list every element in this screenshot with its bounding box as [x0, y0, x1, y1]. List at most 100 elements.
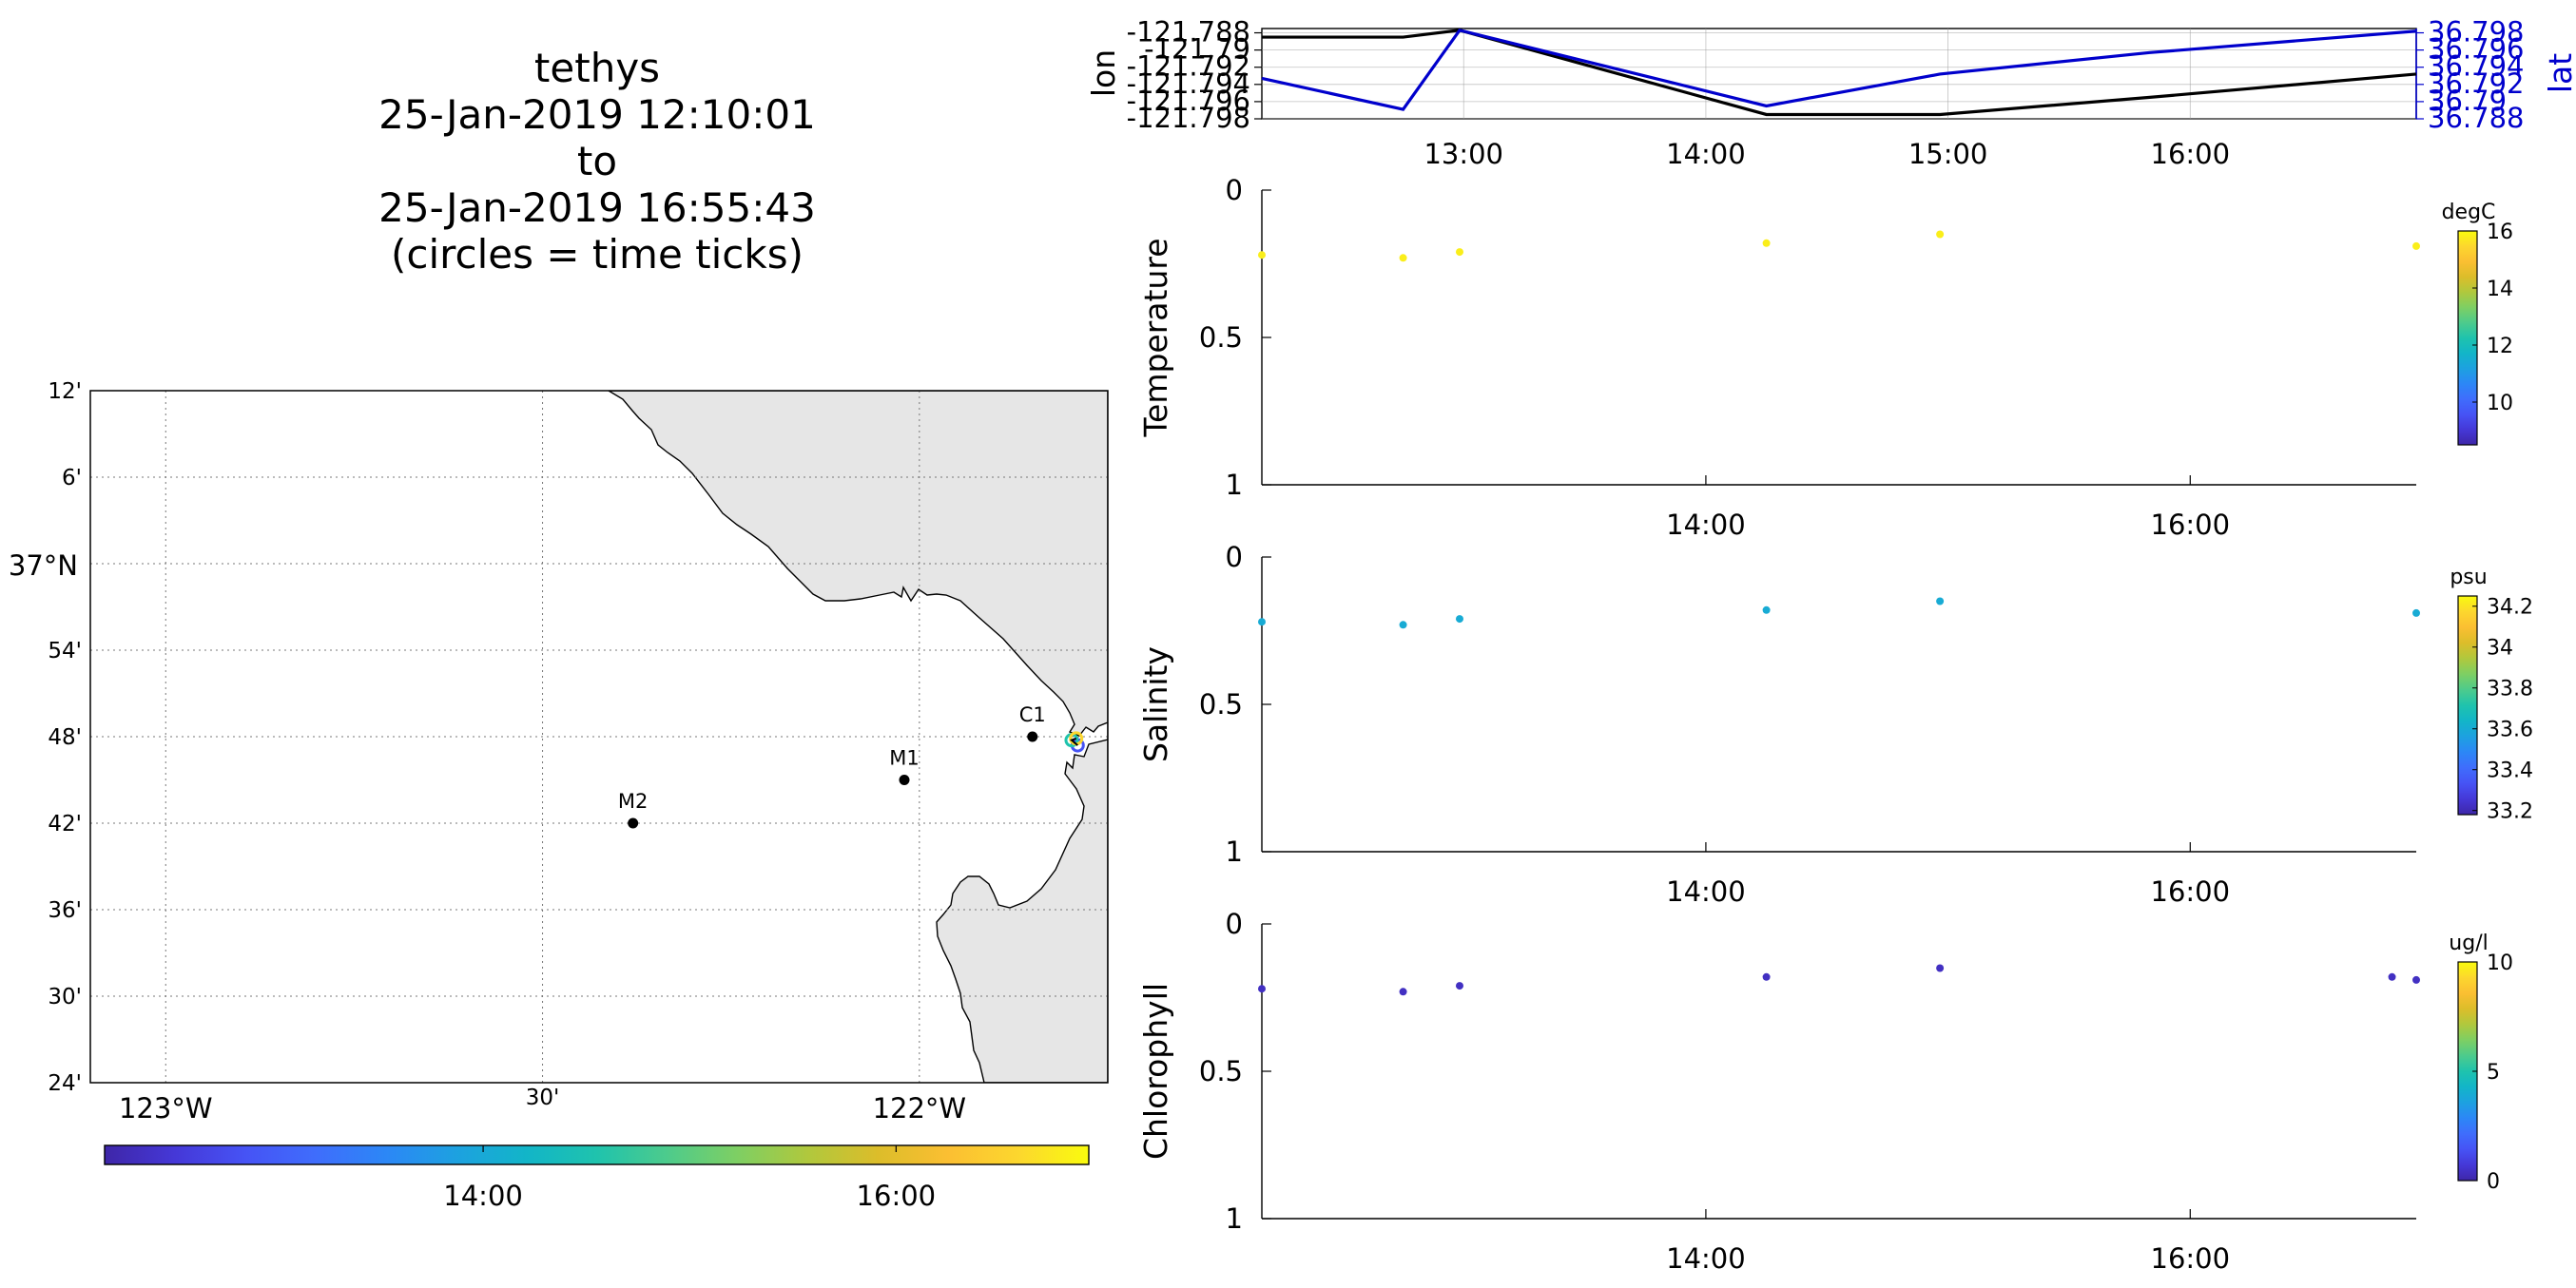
lonlat-right-tick-1: 36.796 [2428, 33, 2524, 66]
map-lon-tick-1: 30' [526, 1086, 560, 1110]
map-lon-tick-0: 123°W [119, 1092, 213, 1125]
title-line-3: to [577, 138, 617, 184]
lonlat-series-lon [1262, 29, 2417, 117]
lonlat-right-tick-3: 36.792 [2428, 67, 2524, 100]
salinity-axis-label: Salinity [1137, 646, 1174, 762]
temperature-cb-tick-1: 14 [2487, 278, 2513, 301]
lonlat-left-tick-0: -121.788 [1127, 16, 1250, 48]
map-panel: 12' 6' 37°N 54' 48' 42' 36' 30' 24' 123°W 30' 122°… [9, 379, 1109, 1212]
map-lat-tick-5: 42' [48, 812, 82, 836]
salinity-cb-tick-4: 33.4 [2487, 759, 2533, 783]
chlorophyll-axis-label: Chlorophyll [1137, 983, 1174, 1160]
lonlat-x-tick-1: 14:00 [1666, 138, 1746, 170]
title-line-5: (circles = time ticks) [391, 231, 804, 278]
map-colorbar-tick-labels: 14:00 16:00 [443, 1145, 936, 1212]
salinity-point [1399, 621, 1407, 629]
salinity-x-tick-0: 14:00 [1666, 875, 1746, 908]
map-frame [89, 390, 1109, 1084]
salinity-cb-tick-5: 33.2 [2487, 800, 2533, 824]
chlorophyll-point [1936, 964, 1945, 972]
lonlat-gridlines [1254, 29, 2424, 120]
chlorophyll-axes: 0 0.5 1 14:00 16:00 [1199, 908, 2416, 1275]
lonlat-left-tick-4: -121.796 [1127, 85, 1250, 117]
lonlat-x-tick-0: 13:00 [1424, 138, 1503, 170]
salinity-cb-tick-3: 33.6 [2487, 719, 2533, 742]
chlorophyll-points [1258, 964, 2420, 996]
map-lat-tick-4: 48' [48, 725, 82, 750]
title-line-2: 25-Jan-2019 12:10:01 [378, 91, 816, 138]
temperature-colorbar-ticks: 16 14 12 10 [2472, 221, 2513, 415]
map-lat-tick-2: 37°N [9, 549, 78, 582]
map-lat-tick-7: 30' [48, 985, 82, 1009]
chlorophyll-colorbar-ticks: 10 5 0 [2472, 952, 2513, 1194]
temperature-point [2412, 241, 2420, 250]
chlorophyll-cb-tick-1: 5 [2487, 1061, 2500, 1085]
lonlat-right-axis-label: lat [2542, 53, 2576, 93]
chlorophyll-y-tick-2: 1 [1226, 1202, 1243, 1235]
temperature-point [1258, 251, 1266, 260]
station-label-m1: M1 [889, 747, 919, 770]
lonlat-panel: -121.788-121.79-121.792-121.794-121.796-… [1085, 16, 2576, 170]
chlorophyll-point [1762, 972, 1771, 981]
station-marker-m1 [899, 775, 910, 785]
station-label-m2: M2 [618, 790, 648, 813]
salinity-colorbar [2457, 595, 2478, 816]
salinity-colorbar-unit: psu [2450, 566, 2487, 589]
lonlat-right-tick-2: 36.794 [2428, 50, 2524, 83]
salinity-cb-tick-0: 34.2 [2487, 596, 2533, 620]
map-lat-tick-labels: 12' 6' 37°N 54' 48' 42' 36' 30' 24' [9, 379, 82, 1096]
salinity-point [2412, 608, 2420, 617]
chlorophyll-x-tick-0: 14:00 [1666, 1242, 1746, 1275]
salinity-y-tick-2: 1 [1226, 836, 1243, 868]
chlorophyll-cb-tick-2: 0 [2487, 1170, 2500, 1194]
temperature-point [1762, 239, 1771, 247]
temperature-x-tick-0: 14:00 [1666, 509, 1746, 541]
map-lat-tick-3: 54' [48, 639, 82, 663]
map-lon-tick-2: 122°W [873, 1092, 967, 1125]
lonlat-right-tick-0: 36.798 [2428, 16, 2524, 48]
salinity-axes-frame [1262, 557, 2416, 852]
map-land-area [607, 391, 1108, 1083]
lonlat-x-tick-3: 16:00 [2151, 138, 2231, 170]
temperature-y-tick-1: 0.5 [1199, 321, 1243, 354]
temperature-cb-tick-3: 10 [2487, 392, 2513, 415]
lonlat-right-tick-4: 36.79 [2428, 85, 2507, 117]
chlorophyll-point [1258, 985, 1266, 993]
salinity-colorbar-ticks: 34.2 34 33.8 33.6 33.4 33.2 [2472, 596, 2533, 824]
lonlat-axes-frame [1261, 28, 2417, 120]
lonlat-series [1261, 28, 2417, 117]
lonlat-left-tick-2: -121.792 [1127, 50, 1250, 83]
title-line-1: tethys [534, 45, 660, 91]
chlorophyll-point [1455, 982, 1463, 990]
map-lon-tick-labels: 123°W 30' 122°W [119, 1086, 966, 1125]
lonlat-left-tick-3: -121.794 [1127, 67, 1250, 100]
track-path [1070, 737, 1078, 746]
station-marker-m2 [628, 817, 639, 829]
temperature-colorbar [2457, 230, 2478, 446]
chlorophyll-point [1399, 988, 1407, 996]
map-lat-tick-8: 24' [48, 1071, 82, 1096]
temperature-cb-tick-0: 16 [2487, 221, 2513, 244]
salinity-axes: 0 0.5 1 14:00 16:00 [1199, 541, 2416, 908]
temperature-axis-label: Temperature [1137, 238, 1174, 437]
station-marker-c1 [1027, 731, 1038, 742]
temperature-cb-tick-2: 12 [2487, 335, 2513, 358]
temperature-axes-frame [1262, 190, 2416, 485]
salinity-point [1936, 597, 1945, 606]
chlorophyll-axes-frame [1262, 924, 2416, 1219]
map-cb-tick-0: 14:00 [443, 1180, 523, 1212]
figure-title: tethys 25-Jan-2019 12:10:01 to 25-Jan-20… [378, 45, 816, 278]
temperature-axes: 0 0.5 1 14:00 16:00 [1199, 174, 2416, 541]
temperature-colorbar-unit: degC [2442, 201, 2496, 224]
chlorophyll-colorbar-unit: ug/l [2449, 932, 2488, 955]
salinity-y-tick-0: 0 [1226, 541, 1243, 573]
lonlat-x-tick-labels: 13:00 14:00 15:00 16:00 [1424, 138, 2230, 170]
temperature-point [1936, 230, 1945, 239]
chlorophyll-x-tick-1: 16:00 [2151, 1242, 2231, 1275]
map-lat-tick-6: 36' [48, 898, 82, 923]
salinity-point [1258, 618, 1266, 626]
salinity-x-tick-1: 16:00 [2151, 875, 2231, 908]
